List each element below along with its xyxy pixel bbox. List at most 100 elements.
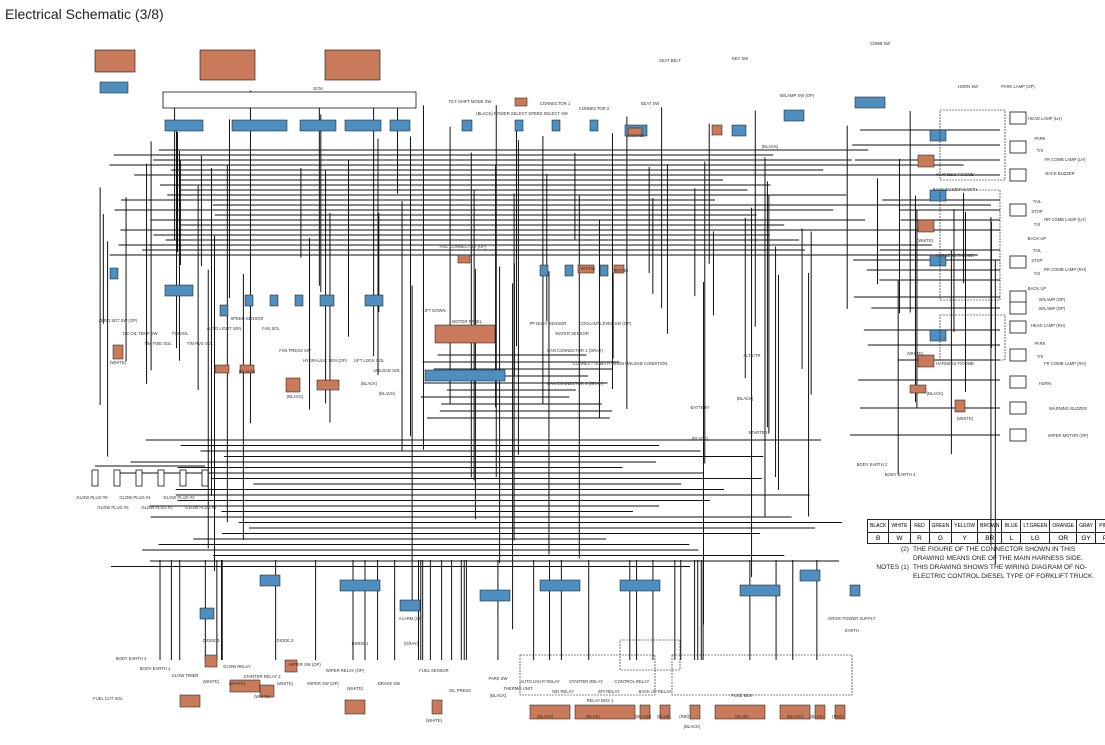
note-text: THE FIGURE OF THE CONNECTOR SHOWN IN THI…: [913, 546, 1083, 562]
connector: [929, 254, 947, 267]
component-label: GLOW PLUG #2: [163, 495, 195, 500]
component-label: CONTROL RELAY: [615, 679, 650, 684]
connector: [551, 119, 561, 132]
component-label: AUTO LIGHT SEN: [207, 326, 242, 331]
component-label: (RED): [679, 714, 691, 719]
note-number: NOTES (1): [876, 563, 913, 581]
harness-box: [671, 654, 853, 696]
component-label: LIFT LOCK SOL: [354, 358, 385, 363]
component-label: CONNECTOR 1: [540, 101, 571, 106]
component-label: OIL PRESS: [449, 688, 471, 693]
glow-plug-icon: [113, 469, 121, 487]
note-number-value: (1): [900, 564, 909, 571]
device-icon: [1009, 290, 1027, 304]
connector-housing: [689, 704, 701, 720]
component-label: (BLACK): [239, 369, 256, 374]
component-label: DIODE 2: [277, 638, 294, 643]
component-label: HORN: [1039, 381, 1051, 386]
note-number: (2): [900, 546, 909, 553]
connector-housing: [112, 344, 124, 360]
component-label: PARK LAMP (OP): [1001, 84, 1035, 89]
component-label: (WHITE): [277, 681, 294, 686]
connector: [539, 579, 581, 592]
connector: [399, 599, 421, 612]
connector: [799, 569, 821, 582]
component-label: FAN SOL: [262, 326, 280, 331]
harness-box: [619, 639, 681, 671]
connector: [599, 264, 609, 277]
component-label: (BLUE): [810, 714, 824, 719]
component-label: WIPER RELAY (OP): [326, 668, 365, 673]
connector-housing: [204, 654, 218, 668]
component-label: GLOW PLUG #1: [185, 505, 217, 510]
connector-housing: [514, 97, 528, 107]
component-label: EARTH: [845, 628, 859, 633]
component-label: (WHITE): [612, 268, 629, 273]
component-label: (BLACK): [737, 396, 754, 401]
connector-housing: [779, 704, 811, 720]
component-label: HARNESS R/COMB: [936, 253, 974, 258]
component-label: T/S: [1034, 222, 1041, 227]
connector-housing: [284, 659, 298, 673]
component-label: BACK UP RELAY: [639, 689, 672, 694]
connector-housing: [714, 704, 766, 720]
connector-housing: [259, 684, 275, 698]
component-label: CONNECT IS WITH WHEN UNLOAD CONDITION: [573, 361, 668, 366]
component-label: BACK BUZZER EARTH: [933, 187, 978, 192]
component-label: WARNING BUZZER: [1049, 406, 1087, 411]
component-label: RR COMB LAMP (RH): [1044, 267, 1087, 272]
component-label: (BLUE): [735, 714, 749, 719]
component-label: (BLUE): [657, 714, 671, 719]
component-label: ECM: [313, 86, 323, 91]
component-label: T/S: [1037, 354, 1044, 359]
component-label: T/S: [1037, 148, 1044, 153]
wire-color-table: BLACK WHITE RED GREEN YELLOW BROWN BLUE LT.GREE…: [866, 519, 1105, 544]
component-label: T/M RVS SOL: [187, 341, 214, 346]
color-code: OR: [1049, 532, 1078, 544]
color-code: G: [928, 532, 953, 544]
connector: [164, 284, 194, 297]
connector-housing: [917, 154, 935, 168]
component-label: LIFT DOWN: [423, 308, 446, 313]
component-label: (RED): [832, 714, 844, 719]
component-label: BACK UP: [1028, 286, 1047, 291]
component-label: BRAKE SW: [378, 681, 400, 686]
component-label: (BLACK): [927, 391, 944, 396]
component-label: FAN PRESS SW: [279, 348, 310, 353]
connector-housing: [834, 704, 846, 720]
component-label: (WHITE): [203, 679, 220, 684]
connector: [299, 119, 337, 132]
component-label: T/M FWD SOL: [144, 341, 172, 346]
component-label: ALT/CTR: [743, 353, 760, 358]
connector: [929, 129, 947, 142]
connector: [424, 369, 506, 382]
connector: [619, 579, 661, 592]
component-label: COMB SW: [870, 41, 891, 46]
color-name: BLACK: [866, 519, 890, 533]
component-label: WIPER SW (OP): [307, 681, 339, 686]
component-label: SEAT BELT: [659, 58, 681, 63]
color-code: B: [866, 532, 890, 544]
connector: [99, 81, 129, 94]
component-label: FUSE BOX: [731, 693, 752, 698]
connector: [164, 119, 204, 132]
connector: [269, 294, 279, 307]
component-label: DIODE 1: [352, 641, 369, 646]
component-label: BATTERY: [691, 405, 710, 410]
component-label: BACK UP: [1028, 236, 1047, 241]
component-label: ZERO SET SW (OP): [99, 318, 138, 323]
harness-box: [519, 654, 656, 696]
color-name: GRAY: [1076, 519, 1097, 533]
component-label: FR COMB LAMP (RH): [1044, 361, 1086, 366]
connector: [219, 304, 229, 317]
connector: [739, 584, 781, 597]
component-label: CONNECTOR 2: [579, 106, 610, 111]
component-label: (WHITE): [579, 266, 596, 271]
component-label: (GRAY): [404, 641, 419, 646]
connector-housing: [574, 704, 636, 720]
component-label: BODY EARTH 2: [857, 462, 888, 467]
color-name: BLUE: [1001, 519, 1022, 533]
component-label: (BLACK): [379, 391, 396, 396]
component-label: (BLACK): [537, 714, 554, 719]
color-name: LT.GREEN: [1020, 519, 1051, 533]
